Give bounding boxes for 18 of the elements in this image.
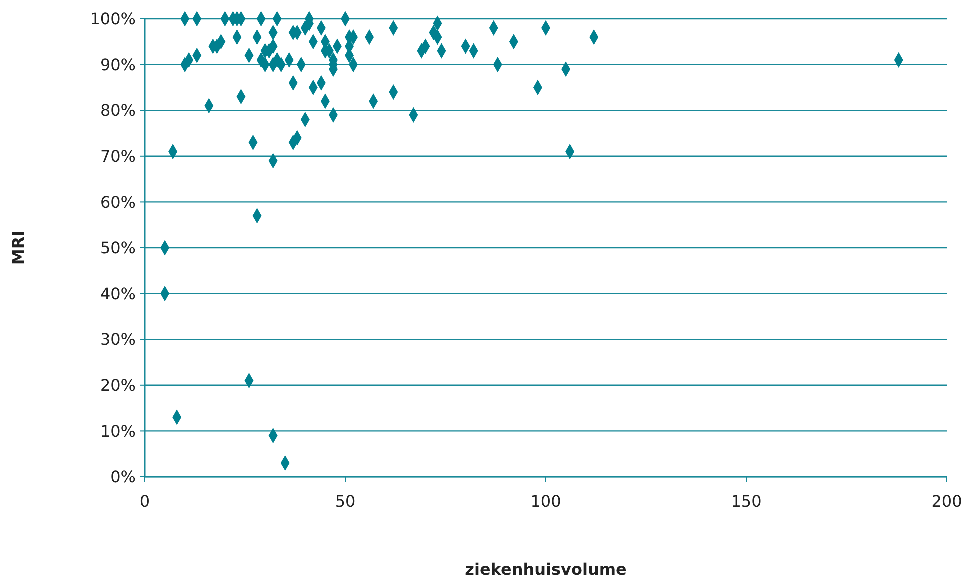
y-tick-label: 10% [100,422,136,441]
y-tick-label: 90% [100,55,136,74]
y-tick-label: 70% [100,147,136,166]
x-tick-label: 100 [530,492,562,511]
x-tick-label: 50 [335,492,356,511]
x-axis-title: ziekenhuisvolume [465,560,627,579]
y-axis-title: MRI [9,230,28,266]
y-tick-label: 60% [100,192,136,212]
x-tick-label: 0 [140,492,150,511]
y-tick-label: 50% [100,238,136,258]
x-tick-label: 200 [932,492,962,511]
y-tick-label: 40% [100,284,136,304]
y-tick-label: 100% [90,10,136,29]
y-tick-label: 0% [110,468,136,487]
y-tick-label: 20% [100,376,136,395]
y-tick-label: 80% [100,101,136,120]
x-tick-label: 150 [731,492,762,511]
y-tick-label: 30% [100,330,136,350]
